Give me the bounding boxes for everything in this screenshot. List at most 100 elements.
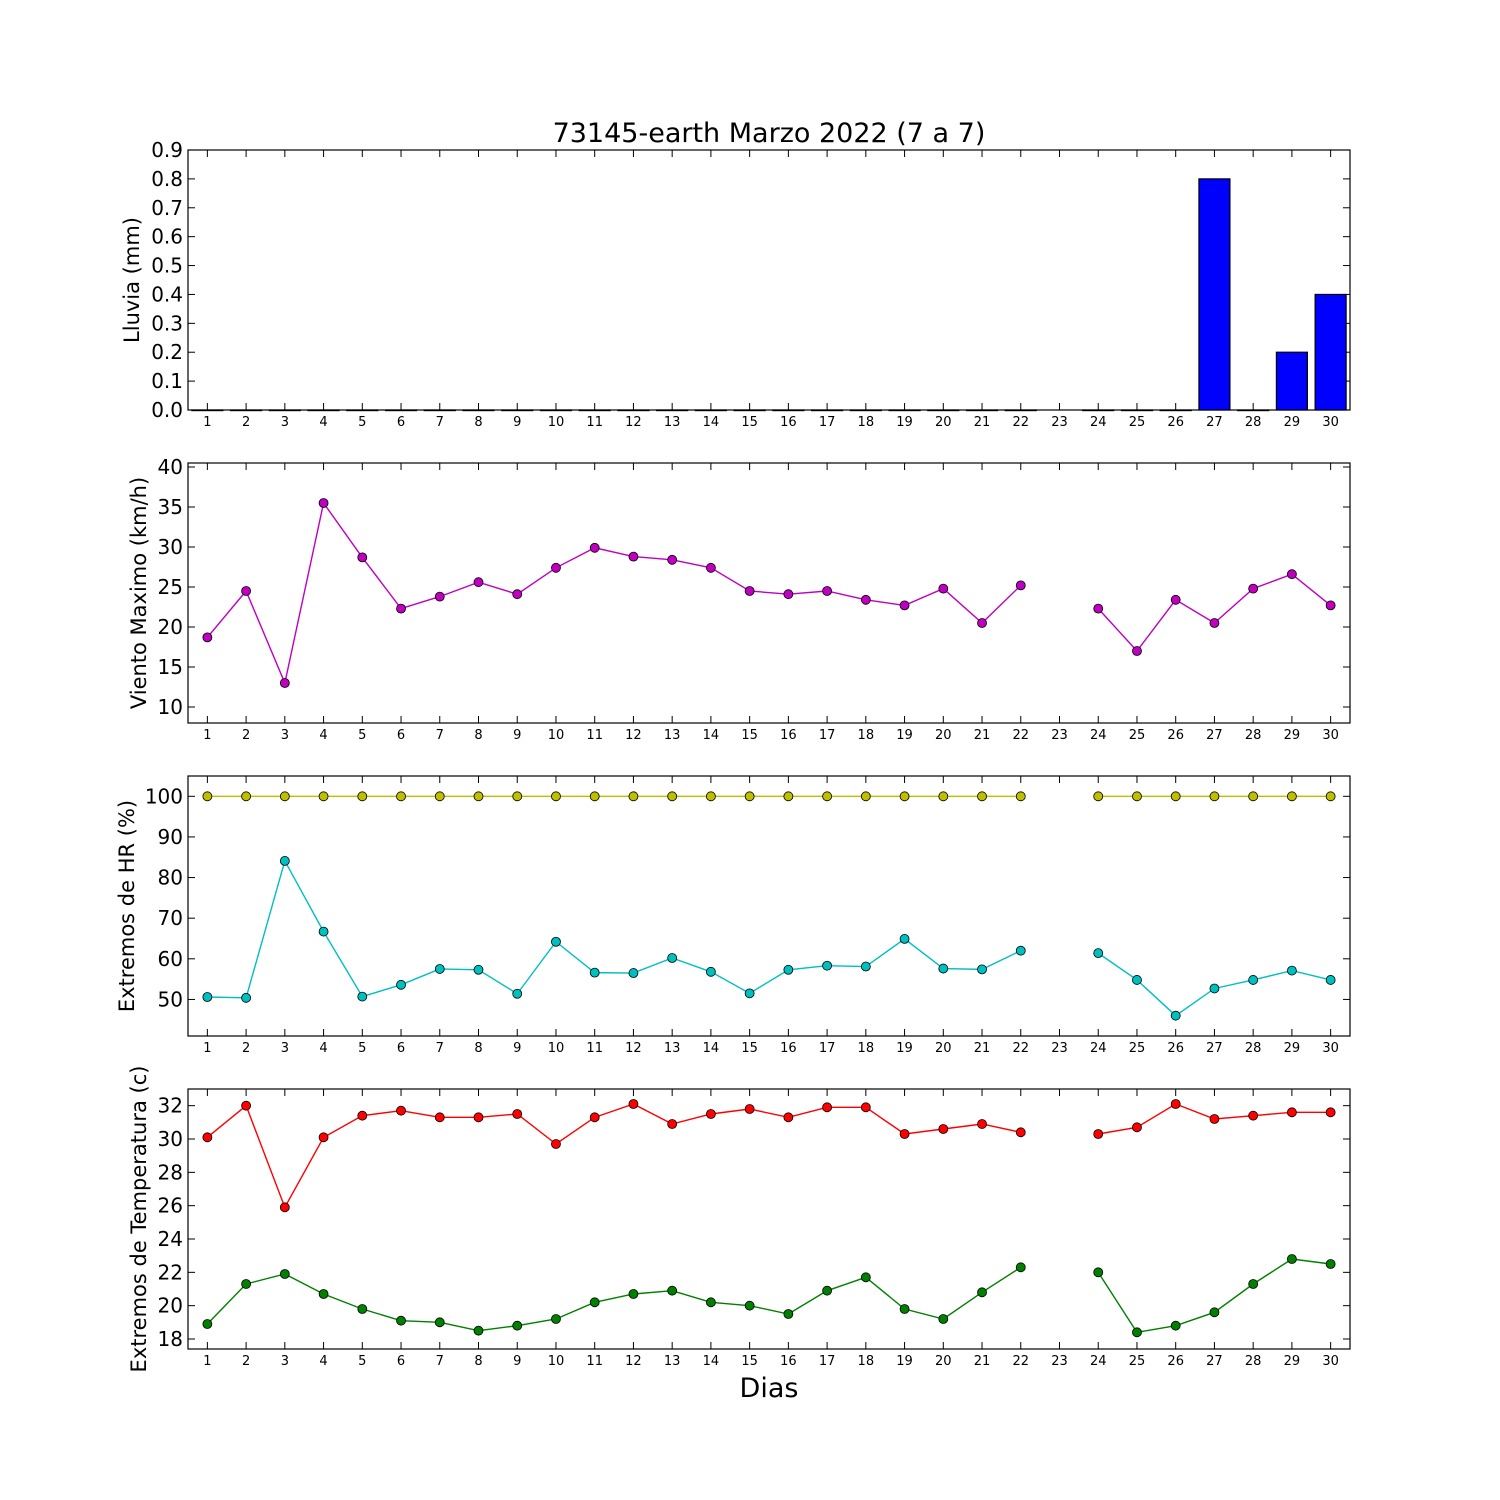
temp_min-point-day-4 (318, 1289, 329, 1299)
x-tick-label: 12 (625, 1041, 642, 1056)
x-tick-label: 17 (819, 415, 836, 430)
hr_max-point-day-26 (1170, 791, 1181, 802)
wind-point-day-21 (977, 618, 987, 628)
rain-bar-day-17 (811, 409, 844, 412)
x-tick-label: 1 (203, 415, 211, 430)
x-tick-label: 5 (358, 728, 366, 743)
x-tick-label: 8 (474, 1354, 482, 1369)
hr_min-point-day-15 (744, 988, 755, 999)
x-tick-label: 28 (1245, 1041, 1262, 1056)
rain-bar-day-21 (965, 409, 999, 412)
hr_min-point-day-20 (938, 963, 949, 974)
temp_max-point-day-5 (357, 1110, 368, 1121)
hr_max-point-day-20 (938, 791, 949, 802)
y-tick-label: 20 (158, 615, 183, 639)
temp_max-point-day-8 (473, 1112, 484, 1123)
x-tick-label: 13 (664, 1354, 681, 1369)
x-tick-label: 20 (935, 415, 952, 430)
hr_min-point-day-3 (279, 856, 290, 866)
x-tick-label: 16 (780, 728, 797, 743)
temp_min-point-day-3 (279, 1269, 290, 1279)
rain-bar-day-15 (733, 409, 766, 412)
temp_max-point-day-26 (1170, 1099, 1181, 1109)
temp_max-point-day-10 (551, 1139, 561, 1149)
x-tick-label: 10 (548, 1354, 565, 1369)
x-tick-label: 20 (935, 1041, 952, 1056)
rain-bar-day-13 (656, 409, 689, 412)
x-tick-label: 17 (819, 1354, 836, 1369)
chart-panels: 0.00.10.20.30.40.50.60.70.80.91 2 3 4 5 6 7 8 9 1… (115, 138, 1351, 1372)
rain-bar-day-18 (849, 409, 882, 412)
rain-bar-day-25 (1120, 409, 1154, 412)
y-tick-label: 28 (158, 1160, 183, 1184)
y-tick-label: 0.9 (151, 138, 183, 162)
x-tick-label: 29 (1284, 1354, 1301, 1369)
x-tick-label: 8 (474, 415, 482, 430)
y-tick-label: 35 (158, 495, 183, 519)
x-tick-label: 28 (1245, 728, 1262, 743)
rain-bar-day-30 (1314, 293, 1347, 411)
x-tick-label: 26 (1167, 728, 1184, 743)
x-tick-label: 7 (436, 415, 444, 430)
x-tick-label: 23 (1051, 1041, 1068, 1056)
rain-bar-day-11 (578, 409, 611, 412)
x-axis-label: Dias (740, 1373, 799, 1404)
temp_min-point-day-16 (783, 1309, 794, 1319)
x-tick-label: 24 (1090, 415, 1107, 430)
temp_max-point-day-7 (434, 1112, 445, 1123)
rain-bar-day-1 (191, 409, 224, 412)
temp_max-point-day-16 (783, 1112, 794, 1123)
x-tick-label: 23 (1051, 1354, 1068, 1369)
hr_max-point-day-16 (783, 791, 794, 802)
x-tick-label: 9 (513, 1354, 521, 1369)
hr_max-point-day-29 (1287, 791, 1297, 802)
hr_max-point-day-13 (667, 791, 678, 802)
x-tick-label: 5 (358, 1354, 366, 1369)
y-tick-label: 0.8 (151, 167, 183, 191)
x-tick-label: 19 (896, 1041, 913, 1056)
hr_min-point-day-25 (1132, 975, 1142, 985)
hr_max-point-day-25 (1132, 791, 1142, 802)
x-tick-label: 4 (319, 1354, 327, 1369)
temp_min-point-day-30 (1325, 1259, 1336, 1269)
wind-point-day-15 (744, 586, 755, 596)
hr_max-point-day-3 (279, 791, 290, 802)
y-tick-label: 24 (158, 1227, 183, 1251)
wind-point-day-26 (1170, 594, 1181, 605)
wind-point-day-28 (1248, 583, 1259, 594)
y-tick-label: 0.1 (151, 369, 183, 393)
wind-y-axis-label: Viento Maximo (km/h) (127, 477, 151, 709)
y-tick-label: 70 (158, 906, 183, 930)
x-tick-label: 14 (703, 1354, 720, 1369)
wind-point-day-30 (1325, 600, 1336, 611)
hr_min-point-day-10 (551, 936, 561, 947)
y-tick-label: 0.6 (151, 225, 183, 249)
x-tick-label: 23 (1051, 415, 1068, 430)
hr_min-point-day-27 (1209, 983, 1220, 994)
y-tick-label: 0.5 (151, 254, 183, 278)
temp_min-point-day-26 (1170, 1320, 1181, 1331)
y-tick-label: 32 (158, 1094, 183, 1118)
wind-point-day-16 (783, 589, 794, 600)
rain-bar-day-12 (617, 409, 650, 412)
temp_max-point-day-20 (938, 1124, 949, 1134)
hr_max-point-day-1 (202, 791, 213, 802)
wind-point-day-6 (396, 603, 406, 614)
hr_max-point-day-27 (1209, 791, 1220, 802)
temp_min-point-day-5 (357, 1304, 368, 1314)
rain-bar-day-26 (1159, 409, 1192, 412)
y-tick-label: 0.7 (151, 196, 183, 220)
x-tick-label: 5 (358, 1041, 366, 1056)
wind-point-day-17 (822, 586, 832, 596)
temp_min-point-day-21 (977, 1287, 987, 1298)
hr_max-point-day-6 (396, 791, 406, 802)
y-tick-label: 30 (158, 535, 183, 559)
x-tick-label: 21 (974, 415, 991, 430)
rain-bar-day-19 (888, 409, 921, 412)
x-tick-label: 13 (664, 415, 681, 430)
temp_min-point-day-7 (434, 1317, 445, 1328)
